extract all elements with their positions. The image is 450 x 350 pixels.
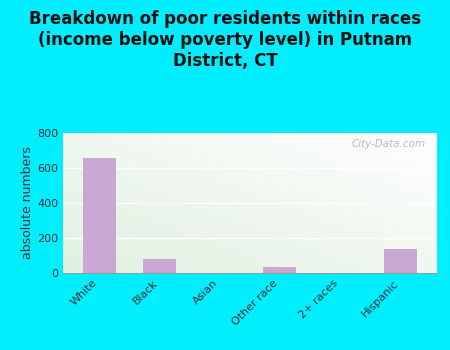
Bar [143,259,176,273]
Bar [384,249,417,273]
Bar [83,158,116,273]
Text: City-Data.com: City-Data.com [351,139,425,149]
Text: Breakdown of poor residents within races
(income below poverty level) in Putnam
: Breakdown of poor residents within races… [29,10,421,70]
Bar [263,267,297,273]
Y-axis label: absolute numbers: absolute numbers [21,147,34,259]
